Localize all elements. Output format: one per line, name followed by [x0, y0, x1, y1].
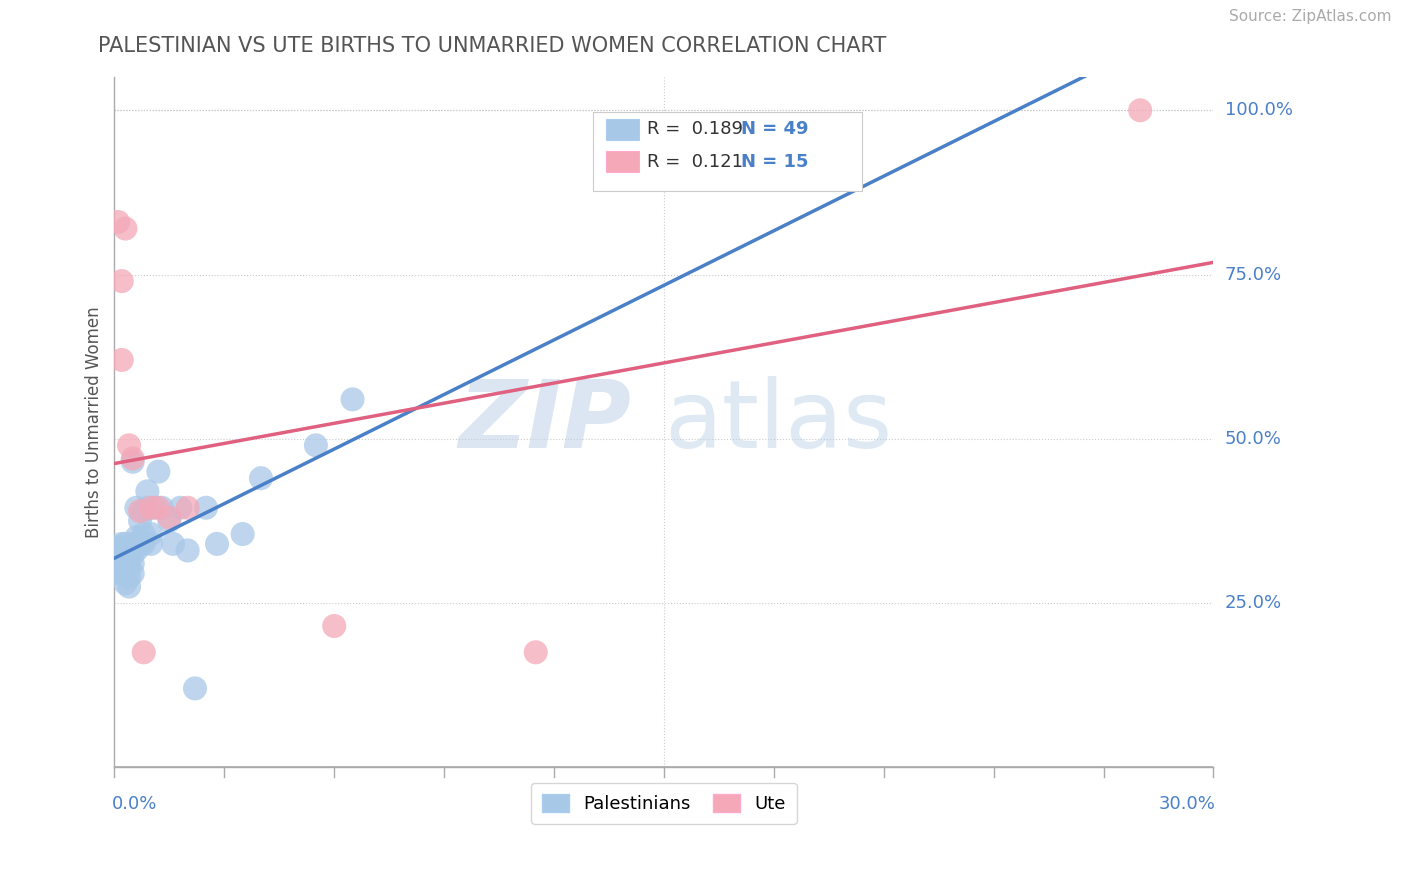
Point — [125, 530, 148, 544]
Point — [114, 557, 136, 571]
Point — [162, 537, 184, 551]
Point — [114, 537, 136, 551]
Point — [148, 500, 170, 515]
Text: Source: ZipAtlas.com: Source: ZipAtlas.com — [1229, 9, 1392, 24]
Point — [136, 484, 159, 499]
Point — [342, 392, 364, 407]
Point — [121, 557, 143, 571]
Point — [157, 510, 180, 524]
Point — [121, 451, 143, 466]
Point — [150, 500, 173, 515]
Point — [129, 514, 152, 528]
Point — [125, 500, 148, 515]
Point — [139, 500, 162, 515]
Point — [121, 566, 143, 581]
Point — [118, 438, 141, 452]
Text: atlas: atlas — [664, 376, 893, 468]
Point — [114, 576, 136, 591]
Point — [176, 543, 198, 558]
Point — [132, 527, 155, 541]
Point — [107, 215, 129, 229]
Point — [195, 500, 218, 515]
Text: R =  0.189: R = 0.189 — [647, 120, 744, 138]
Point — [121, 537, 143, 551]
Point — [107, 566, 129, 581]
Point — [148, 465, 170, 479]
Text: N = 15: N = 15 — [741, 153, 808, 170]
Point — [125, 543, 148, 558]
Point — [111, 557, 134, 571]
FancyBboxPatch shape — [606, 152, 638, 172]
Point — [205, 537, 228, 551]
Point — [184, 681, 207, 696]
Point — [118, 570, 141, 584]
Point — [114, 549, 136, 564]
Point — [143, 500, 166, 515]
Point — [250, 471, 273, 485]
Point — [121, 547, 143, 561]
Point — [129, 504, 152, 518]
Point — [118, 540, 141, 554]
Point — [169, 500, 191, 515]
Text: 100.0%: 100.0% — [1225, 102, 1292, 120]
Point — [139, 527, 162, 541]
Point — [157, 514, 180, 528]
Text: 0.0%: 0.0% — [112, 795, 157, 813]
Point — [114, 566, 136, 581]
Point — [232, 527, 254, 541]
FancyBboxPatch shape — [592, 112, 862, 191]
Point — [107, 560, 129, 574]
Point — [111, 549, 134, 564]
Text: R =  0.121: R = 0.121 — [647, 153, 744, 170]
Point — [114, 221, 136, 235]
Point — [111, 566, 134, 581]
Text: 30.0%: 30.0% — [1159, 795, 1216, 813]
Point — [118, 549, 141, 564]
Legend: Palestinians, Ute: Palestinians, Ute — [531, 783, 797, 824]
Point — [524, 645, 547, 659]
Point — [118, 580, 141, 594]
Point — [118, 560, 141, 574]
Point — [139, 537, 162, 551]
Point — [107, 549, 129, 564]
Text: N = 49: N = 49 — [741, 120, 808, 138]
Point — [1129, 103, 1152, 118]
Point — [111, 274, 134, 288]
Point — [136, 500, 159, 515]
Point — [132, 504, 155, 518]
Point — [129, 537, 152, 551]
Text: 50.0%: 50.0% — [1225, 430, 1281, 448]
Point — [305, 438, 328, 452]
FancyBboxPatch shape — [606, 119, 638, 139]
Point — [323, 619, 346, 633]
Point — [107, 540, 129, 554]
Point — [121, 455, 143, 469]
Text: ZIP: ZIP — [458, 376, 631, 468]
Text: 25.0%: 25.0% — [1225, 594, 1282, 612]
Point — [132, 537, 155, 551]
Text: 75.0%: 75.0% — [1225, 266, 1282, 284]
Point — [176, 500, 198, 515]
Y-axis label: Births to Unmarried Women: Births to Unmarried Women — [86, 307, 103, 538]
Point — [111, 537, 134, 551]
Point — [111, 353, 134, 368]
Text: PALESTINIAN VS UTE BIRTHS TO UNMARRIED WOMEN CORRELATION CHART: PALESTINIAN VS UTE BIRTHS TO UNMARRIED W… — [98, 36, 887, 55]
Point — [132, 645, 155, 659]
